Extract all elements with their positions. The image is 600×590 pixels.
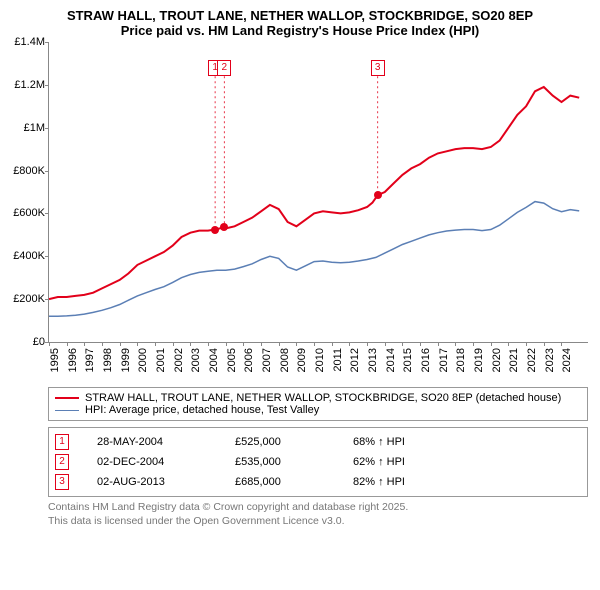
sales-row: 3 02-AUG-2013 £685,000 82% ↑ HPI xyxy=(55,472,581,492)
x-axis-tick-label: 2023 xyxy=(544,348,546,372)
x-axis-tick-label: 1995 xyxy=(49,348,51,372)
legend-box: STRAW HALL, TROUT LANE, NETHER WALLOP, S… xyxy=(48,387,588,421)
x-axis-tick-label: 2000 xyxy=(137,348,139,372)
x-axis-tick-label: 2007 xyxy=(261,348,263,372)
x-axis-tick-label: 2010 xyxy=(314,348,316,372)
x-axis-tick-label: 2006 xyxy=(243,348,245,372)
y-axis-tick-label: £1M xyxy=(1,122,45,134)
sales-date: 02-AUG-2013 xyxy=(97,476,207,488)
sales-pct-vs-hpi: 62% ↑ HPI xyxy=(353,456,405,468)
footer-line-1: Contains HM Land Registry data © Crown c… xyxy=(48,501,588,515)
series-line-price_paid xyxy=(49,87,579,299)
sale-marker-label: 3 xyxy=(371,60,385,76)
x-axis-tick-label: 2008 xyxy=(279,348,281,372)
sale-marker-dot xyxy=(211,226,219,234)
x-axis-tick-label: 2019 xyxy=(473,348,475,372)
footer-attribution: Contains HM Land Registry data © Crown c… xyxy=(48,501,588,528)
sales-row-number-box: 3 xyxy=(55,474,69,490)
title-line-1: STRAW HALL, TROUT LANE, NETHER WALLOP, S… xyxy=(10,8,590,23)
y-axis-tick-label: £0 xyxy=(1,336,45,348)
legend-label: HPI: Average price, detached house, Test… xyxy=(85,404,319,416)
x-axis-tick-label: 2005 xyxy=(226,348,228,372)
x-axis-tick-label: 2012 xyxy=(349,348,351,372)
x-axis-tick-label: 2021 xyxy=(508,348,510,372)
legend-item: HPI: Average price, detached house, Test… xyxy=(55,404,581,416)
y-axis-tick-label: £400K xyxy=(1,250,45,262)
sales-price: £525,000 xyxy=(235,436,325,448)
sales-row-number-box: 1 xyxy=(55,434,69,450)
footer-line-2: This data is licensed under the Open Gov… xyxy=(48,515,588,529)
x-axis-tick-label: 2022 xyxy=(526,348,528,372)
legend-label: STRAW HALL, TROUT LANE, NETHER WALLOP, S… xyxy=(85,392,561,404)
sales-row-number-box: 2 xyxy=(55,454,69,470)
x-axis-tick-label: 2016 xyxy=(420,348,422,372)
legend-item: STRAW HALL, TROUT LANE, NETHER WALLOP, S… xyxy=(55,392,581,404)
x-axis-tick-label: 1996 xyxy=(67,348,69,372)
y-axis-tick-label: £1.2M xyxy=(1,79,45,91)
sales-date: 02-DEC-2004 xyxy=(97,456,207,468)
sales-row: 1 28-MAY-2004 £525,000 68% ↑ HPI xyxy=(55,432,581,452)
y-axis-tick-label: £600K xyxy=(1,207,45,219)
x-axis-tick-label: 2020 xyxy=(491,348,493,372)
x-axis-tick-label: 2003 xyxy=(190,348,192,372)
x-axis-tick-label: 2004 xyxy=(208,348,210,372)
y-axis-tick-label: £800K xyxy=(1,165,45,177)
legend-swatch xyxy=(55,410,79,411)
x-axis-tick-label: 2018 xyxy=(455,348,457,372)
legend-swatch xyxy=(55,397,79,399)
chart-lines-svg xyxy=(49,42,588,342)
x-axis-tick-label: 1999 xyxy=(120,348,122,372)
sales-date: 28-MAY-2004 xyxy=(97,436,207,448)
sales-price: £535,000 xyxy=(235,456,325,468)
sales-price: £685,000 xyxy=(235,476,325,488)
y-axis-tick-label: £1.4M xyxy=(1,36,45,48)
sale-marker-dot xyxy=(220,223,228,231)
chart-plot-area: £0£200K£400K£600K£800K£1M£1.2M£1.4M19951… xyxy=(48,42,588,343)
title-block: STRAW HALL, TROUT LANE, NETHER WALLOP, S… xyxy=(0,0,600,42)
sales-row: 2 02-DEC-2004 £535,000 62% ↑ HPI xyxy=(55,452,581,472)
sales-table: 1 28-MAY-2004 £525,000 68% ↑ HPI 2 02-DEC-200… xyxy=(48,427,588,497)
y-axis-tick-label: £200K xyxy=(1,293,45,305)
sales-pct-vs-hpi: 68% ↑ HPI xyxy=(353,436,405,448)
x-axis-tick-label: 2017 xyxy=(438,348,440,372)
series-line-hpi xyxy=(49,202,579,317)
x-axis-tick-label: 2011 xyxy=(332,348,334,372)
x-axis-tick-label: 2024 xyxy=(561,348,563,372)
x-axis-tick-label: 2013 xyxy=(367,348,369,372)
x-axis-tick-label: 2009 xyxy=(296,348,298,372)
title-line-2: Price paid vs. HM Land Registry's House … xyxy=(10,23,590,38)
x-axis-tick-label: 1997 xyxy=(84,348,86,372)
sales-pct-vs-hpi: 82% ↑ HPI xyxy=(353,476,405,488)
x-axis-tick-label: 2014 xyxy=(385,348,387,372)
x-axis-tick-label: 2001 xyxy=(155,348,157,372)
sale-marker-dot xyxy=(374,191,382,199)
x-axis-tick-label: 1998 xyxy=(102,348,104,372)
sale-marker-label: 2 xyxy=(217,60,231,76)
chart-container: STRAW HALL, TROUT LANE, NETHER WALLOP, S… xyxy=(0,0,600,528)
x-axis-tick-label: 2015 xyxy=(402,348,404,372)
x-axis-tick-label: 2002 xyxy=(173,348,175,372)
